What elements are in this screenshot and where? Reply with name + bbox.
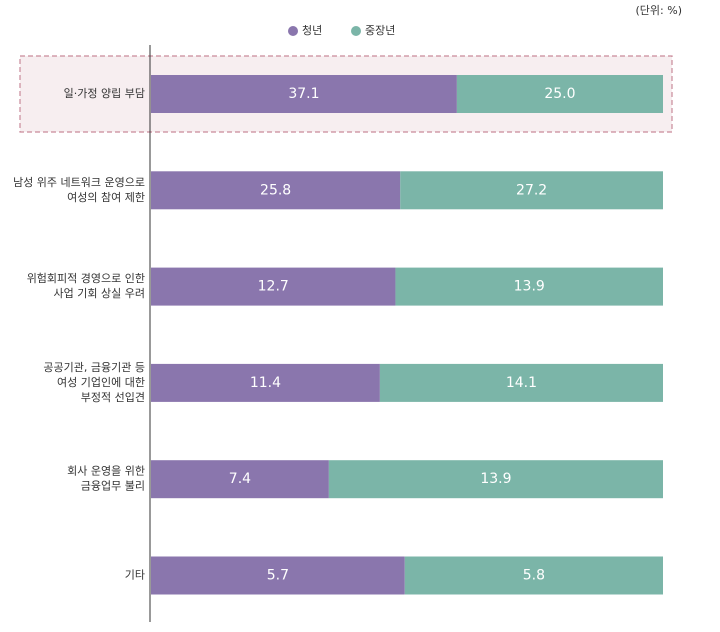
value-label: 7.4 bbox=[229, 471, 251, 487]
bar-segment bbox=[328, 460, 663, 499]
value-label: 25.0 bbox=[544, 86, 575, 102]
category-line: 부정적 선입견 bbox=[81, 391, 145, 404]
category-label: 기타 bbox=[125, 569, 145, 582]
bar-segment bbox=[151, 556, 405, 595]
bar-segment bbox=[379, 363, 663, 402]
bar-segment bbox=[400, 171, 663, 210]
category-line: 금융업무 불리 bbox=[81, 480, 145, 493]
value-label: 11.4 bbox=[250, 375, 281, 391]
legend-swatch bbox=[351, 26, 361, 36]
bar-segment bbox=[151, 267, 396, 306]
legend-swatch bbox=[288, 26, 298, 36]
category-line: 공공기관, 금융기관 등 bbox=[43, 361, 145, 374]
value-label: 5.7 bbox=[267, 568, 289, 584]
unit-note: (단위: %) bbox=[636, 4, 682, 17]
bar-segment bbox=[404, 556, 663, 595]
category-line: 위험회피적 경영으로 인한 bbox=[27, 272, 145, 285]
bar-segment bbox=[151, 460, 329, 499]
value-label: 27.2 bbox=[516, 182, 547, 198]
value-label: 12.7 bbox=[258, 279, 289, 295]
value-label: 37.1 bbox=[288, 86, 319, 102]
value-label: 25.8 bbox=[260, 182, 291, 198]
category-line: 여성 기업인에 대한 bbox=[57, 376, 145, 389]
value-label: 13.9 bbox=[514, 279, 545, 295]
legend-label: 중장년 bbox=[365, 24, 395, 37]
category-line: 기타 bbox=[125, 569, 145, 582]
bar-segment bbox=[151, 171, 401, 210]
category-line: 일·가정 양립 부담 bbox=[64, 86, 145, 100]
category-line: 남성 위주 네트워크 운영으로 bbox=[13, 176, 145, 189]
category-line: 사업 기회 상실 우려 bbox=[54, 287, 145, 300]
value-label: 13.9 bbox=[480, 471, 511, 487]
bar-segment bbox=[456, 75, 663, 113]
value-label: 14.1 bbox=[506, 375, 537, 391]
bar-segment bbox=[395, 267, 663, 306]
category-label: 일·가정 양립 부담 bbox=[64, 86, 145, 100]
category-line: 여성의 참여 제한 bbox=[67, 191, 145, 204]
category-line: 회사 운영을 위한 bbox=[67, 465, 145, 478]
legend-label: 청년 bbox=[302, 24, 322, 37]
bar-segment bbox=[151, 75, 457, 113]
value-label: 5.8 bbox=[523, 568, 545, 584]
bar-segment bbox=[151, 363, 380, 402]
